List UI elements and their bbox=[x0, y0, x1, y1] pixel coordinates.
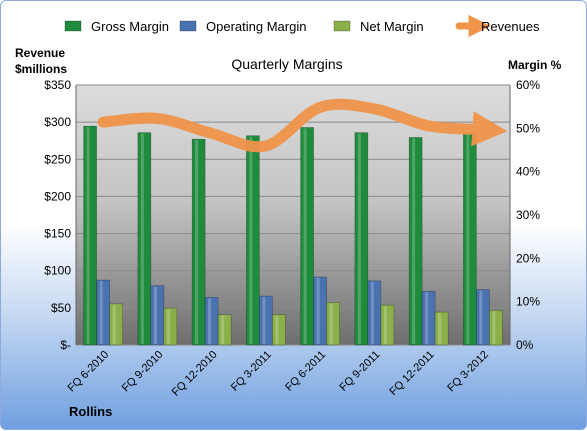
gross-margin-bar bbox=[463, 132, 477, 346]
x-tick-label: FQ 12-2010 bbox=[170, 349, 220, 399]
net-margin-bar bbox=[163, 307, 178, 346]
x-tick-label: FQ 9-2010 bbox=[120, 349, 166, 395]
bars-layer bbox=[83, 125, 503, 346]
right-tick-label: 20% bbox=[516, 251, 540, 265]
legend-swatch-gross-margin bbox=[64, 20, 82, 32]
legend-swatch-operating-margin bbox=[179, 20, 197, 32]
left-tick-label: $350 bbox=[44, 78, 71, 92]
legend-swatch-net-margin bbox=[333, 20, 351, 32]
bar-highlight bbox=[412, 138, 416, 344]
operating-margin-bar bbox=[367, 280, 382, 346]
right-tick-label: 0% bbox=[516, 338, 534, 352]
operating-margin-bar bbox=[96, 279, 110, 346]
operating-margin-bar bbox=[259, 295, 273, 346]
bar-highlight bbox=[249, 136, 253, 344]
gross-margin-bar bbox=[408, 137, 423, 346]
legend: Gross Margin Operating Margin Net Margin Re… bbox=[64, 14, 540, 38]
x-tick-label: FQ 6-2011 bbox=[283, 349, 328, 394]
bar-highlight bbox=[275, 315, 279, 344]
legend-label: Gross Margin bbox=[91, 19, 169, 34]
left-tick-label: $250 bbox=[44, 152, 71, 166]
bar-highlight bbox=[153, 286, 157, 344]
x-tick-label: FQ 6-2010 bbox=[66, 349, 112, 395]
bar-highlight bbox=[140, 133, 144, 344]
left-tick-label: $100 bbox=[44, 264, 71, 278]
left-tick-label: $50 bbox=[51, 301, 71, 315]
legend-label: Revenues bbox=[481, 19, 540, 34]
net-margin-bar bbox=[272, 314, 286, 346]
bar-highlight bbox=[316, 277, 320, 344]
source-label: Rollins bbox=[69, 404, 112, 419]
left-axis-ticks: $- $50 $100 $150 $200 $250 $300 $350 bbox=[44, 78, 71, 352]
gross-margin-bar bbox=[191, 138, 206, 346]
bar-highlight bbox=[303, 128, 307, 344]
chart-title: Quarterly Margins bbox=[231, 56, 342, 72]
legend-label: Net Margin bbox=[360, 19, 424, 34]
left-axis-title-line1: Revenue bbox=[15, 46, 65, 60]
operating-margin-bar bbox=[313, 276, 327, 346]
net-margin-bar bbox=[489, 310, 503, 346]
bar-highlight bbox=[492, 311, 496, 344]
bar-highlight bbox=[99, 281, 103, 344]
operating-margin-bar bbox=[150, 285, 165, 346]
bar-highlight bbox=[466, 133, 470, 344]
net-margin-bar bbox=[326, 302, 340, 346]
net-margin-bar bbox=[434, 311, 449, 346]
revenues-line bbox=[97, 98, 508, 153]
left-tick-label: $150 bbox=[44, 227, 71, 241]
left-tick-label: $- bbox=[60, 338, 71, 352]
right-tick-label: 10% bbox=[516, 295, 540, 309]
gross-margin-bar bbox=[354, 132, 369, 346]
gross-margin-bar bbox=[137, 132, 152, 346]
right-axis-ticks: 0% 10% 20% 30% 40% 50% 60% bbox=[516, 78, 540, 352]
left-axis-title-line2: $millions bbox=[15, 62, 67, 76]
right-tick-label: 40% bbox=[516, 165, 540, 179]
left-tick-label: $200 bbox=[44, 189, 71, 203]
left-tick-label: $300 bbox=[44, 115, 71, 129]
right-tick-label: 50% bbox=[516, 121, 540, 135]
bar-highlight bbox=[195, 140, 199, 344]
bar-highlight bbox=[383, 306, 387, 344]
gross-margin-bar bbox=[83, 125, 97, 346]
x-tick-label: FQ 3-2012 bbox=[445, 349, 491, 395]
revenue-line-layer bbox=[97, 98, 508, 153]
operating-margin-bar bbox=[204, 297, 219, 346]
bar-highlight bbox=[112, 304, 116, 344]
bar-highlight bbox=[86, 127, 90, 345]
bar-highlight bbox=[357, 133, 361, 344]
gross-margin-bar bbox=[246, 135, 260, 346]
legend-label: Operating Margin bbox=[206, 19, 306, 34]
right-tick-label: 30% bbox=[516, 208, 540, 222]
net-margin-bar bbox=[109, 303, 123, 346]
operating-margin-bar bbox=[476, 289, 490, 346]
operating-margin-bar bbox=[421, 290, 436, 346]
net-margin-bar bbox=[380, 304, 395, 346]
bar-highlight bbox=[166, 309, 170, 344]
bar-highlight bbox=[479, 290, 483, 344]
bar-highlight bbox=[221, 315, 225, 344]
right-tick-label: 60% bbox=[516, 78, 540, 92]
x-tick-label: FQ 3-2011 bbox=[229, 349, 274, 394]
x-tick-label: FQ 12-2011 bbox=[387, 349, 436, 398]
gross-margin-bar bbox=[300, 127, 314, 346]
x-tick-label: FQ 9-2011 bbox=[337, 349, 382, 394]
bar-highlight bbox=[329, 303, 333, 344]
x-axis-ticks: FQ 6-2010 FQ 9-2010 FQ 12-2010 FQ 3-2011 FQ … bbox=[66, 349, 491, 399]
right-axis-title: Margin % bbox=[508, 58, 562, 72]
net-margin-bar bbox=[217, 314, 232, 346]
bar-highlight bbox=[370, 281, 374, 344]
bar-highlight bbox=[438, 313, 442, 344]
bar-highlight bbox=[208, 298, 212, 344]
bar-highlight bbox=[262, 297, 266, 344]
bar-highlight bbox=[425, 292, 429, 344]
